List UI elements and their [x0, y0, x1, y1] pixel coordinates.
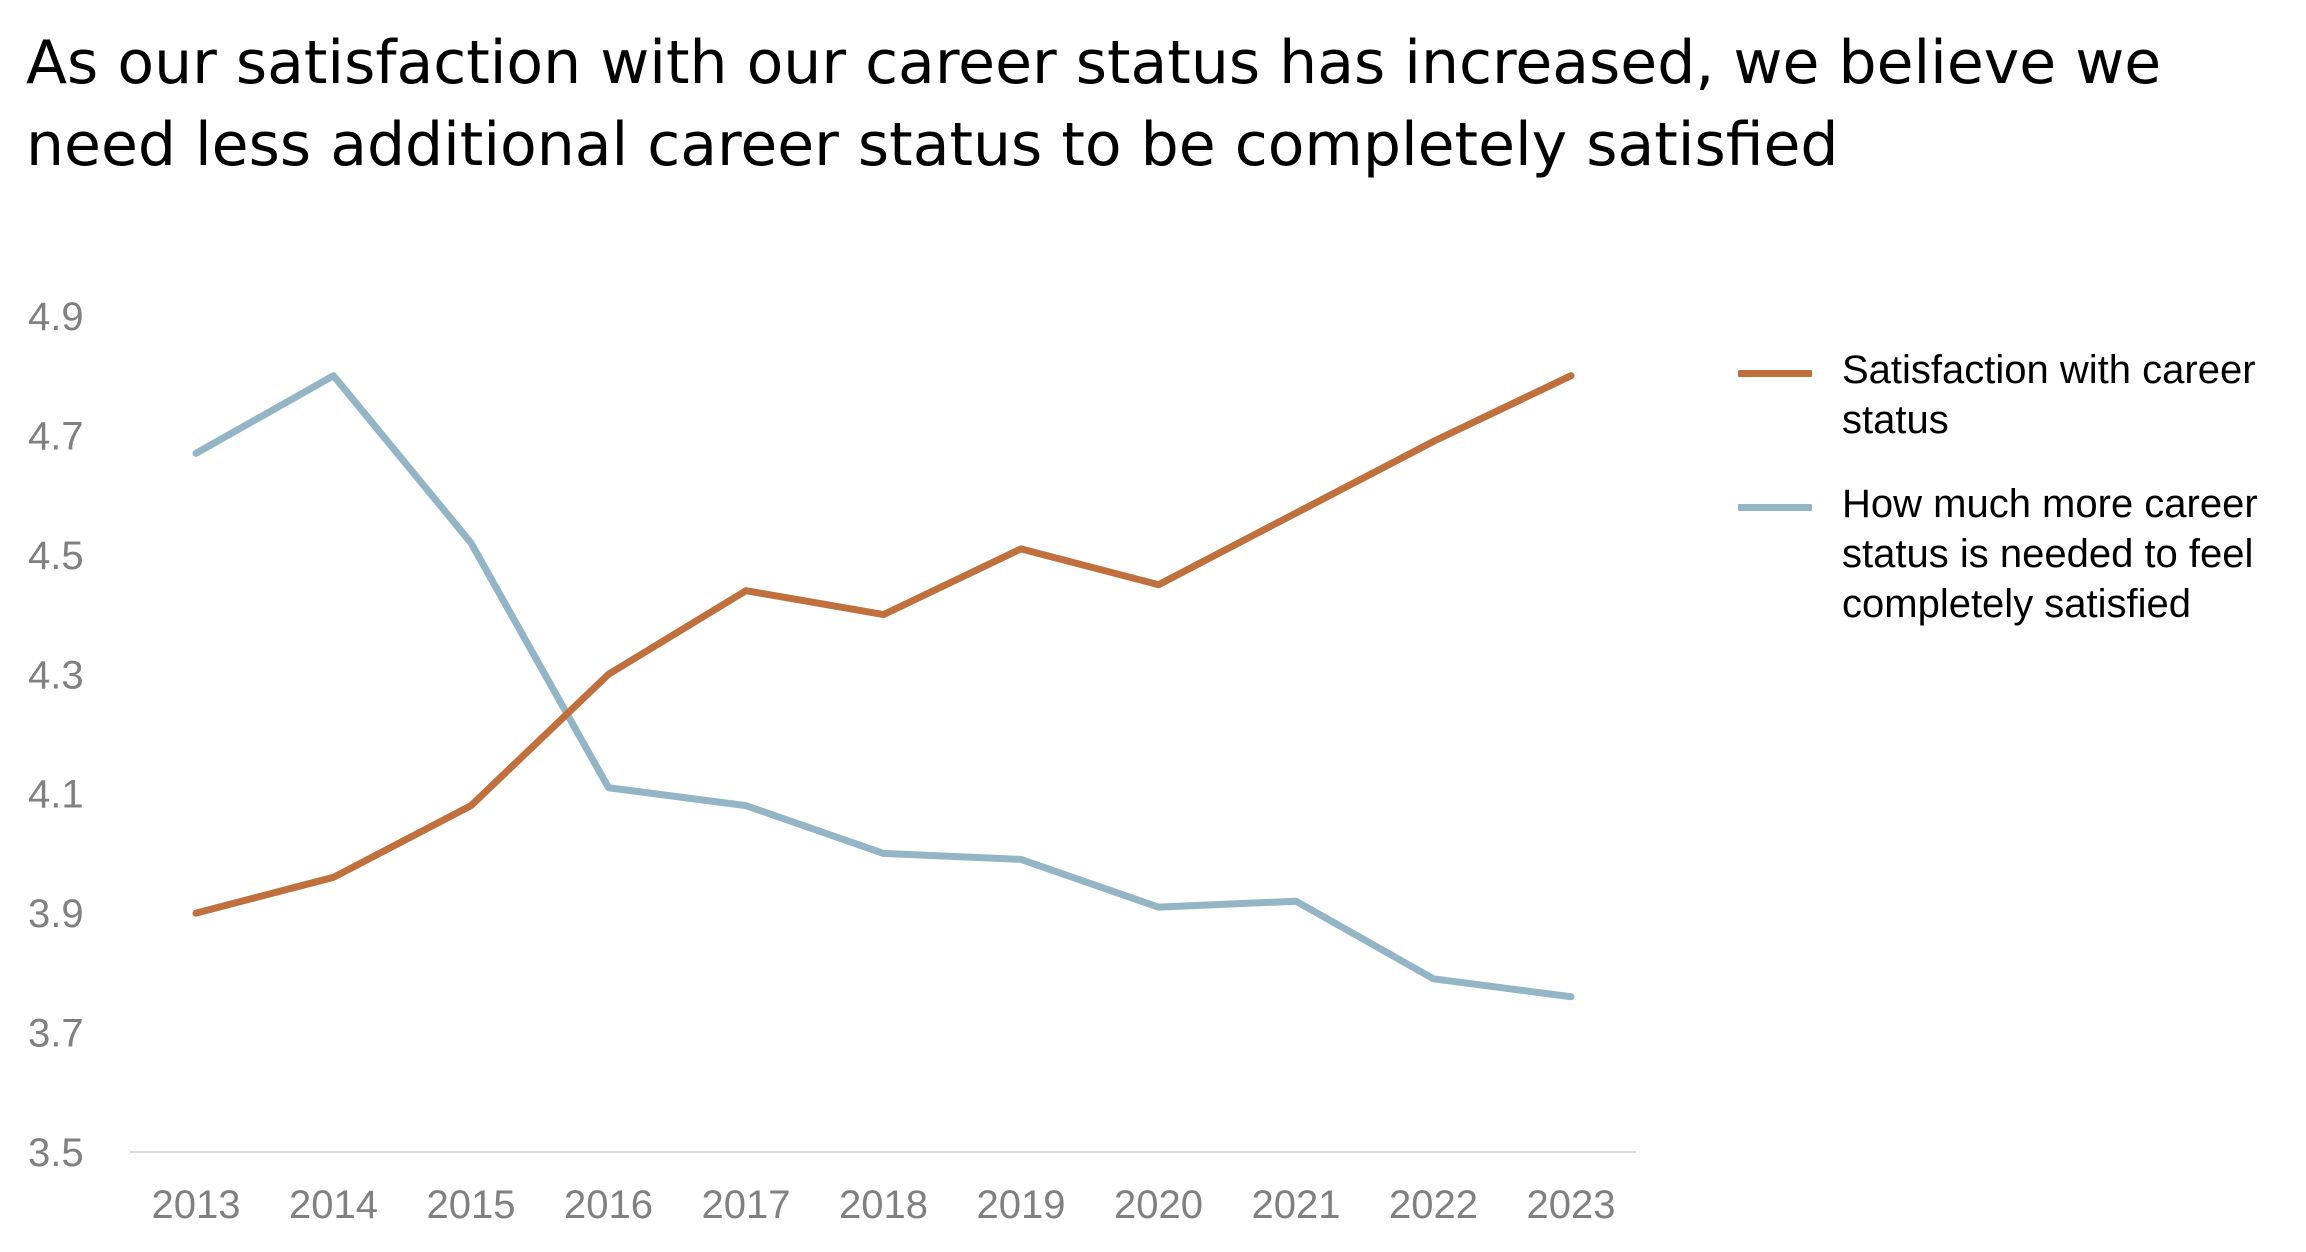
- legend-swatch-more-needed: [1738, 504, 1812, 511]
- x-tick-label: 2020: [1114, 1183, 1203, 1227]
- y-tick-label: 3.5: [28, 1131, 84, 1175]
- x-tick-label: 2016: [564, 1183, 653, 1227]
- x-tick-label: 2018: [839, 1183, 928, 1227]
- series-line-satisfaction: [192, 372, 1575, 917]
- chart-title-line-1: As our satisfaction with our career stat…: [26, 28, 2162, 98]
- legend-item-more-needed[interactable]: How much more career status is needed to…: [1738, 479, 2298, 629]
- y-tick-label: 4.5: [28, 534, 84, 578]
- y-tick-label: 3.9: [28, 892, 84, 936]
- y-tick-label: 4.1: [28, 773, 84, 817]
- series-line-more-needed: [192, 372, 1575, 1001]
- legend-label-more-needed: How much more career status is needed to…: [1842, 482, 2258, 626]
- x-tick-label: 2014: [289, 1183, 378, 1227]
- y-tick-label: 3.7: [28, 1012, 84, 1056]
- x-tick-label: 2013: [152, 1183, 241, 1227]
- x-axis-ticks: 2013 2014 2015 2016 2017 2018 2019 2020 2021 2022…: [152, 1183, 1616, 1227]
- y-tick-label: 4.3: [28, 653, 84, 697]
- y-tick-label: 4.7: [28, 414, 84, 458]
- chart-title: As our satisfaction with our career stat…: [26, 22, 2276, 186]
- series-lines: [192, 372, 1575, 1001]
- x-tick-label: 2015: [427, 1183, 516, 1227]
- x-tick-label: 2022: [1389, 1183, 1478, 1227]
- x-tick-label: 2019: [977, 1183, 1066, 1227]
- legend-item-satisfaction[interactable]: Satisfaction with career status: [1738, 345, 2298, 445]
- x-tick-label: 2023: [1527, 1183, 1616, 1227]
- chart-title-line-2: need less additional career status to be…: [26, 110, 1839, 180]
- y-tick-label: 4.9: [28, 295, 84, 339]
- legend-swatch-satisfaction: [1738, 370, 1812, 377]
- x-tick-label: 2017: [702, 1183, 791, 1227]
- legend-label-satisfaction: Satisfaction with career status: [1842, 348, 2256, 442]
- y-axis-ticks: 4.9 4.7 4.5 4.3 4.1 3.9 3.7 3.5: [28, 295, 84, 1175]
- chart-legend: Satisfaction with career status How much…: [1738, 345, 2298, 663]
- x-tick-label: 2021: [1252, 1183, 1341, 1227]
